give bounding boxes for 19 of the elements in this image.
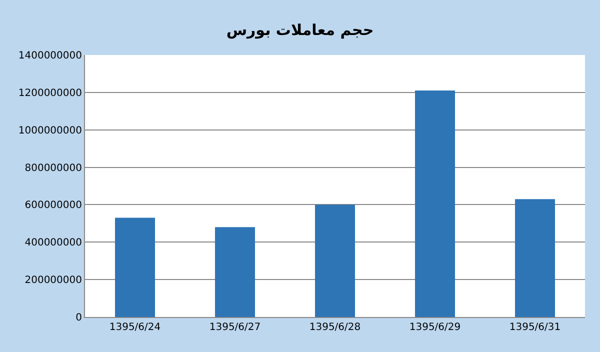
x-tick-label: 1395/6/29 bbox=[409, 322, 461, 333]
x-tick-label: 1395/6/28 bbox=[309, 322, 361, 333]
y-tick-label: 1000000000 bbox=[18, 125, 82, 136]
y-tick-label: 600000000 bbox=[24, 200, 82, 212]
bar bbox=[215, 227, 255, 317]
x-tick-label: 1395/6/24 bbox=[109, 322, 161, 333]
y-tick-label: 400000000 bbox=[24, 238, 82, 249]
x-tick-label: 1395/6/31 bbox=[509, 322, 561, 333]
y-tick-label: 0 bbox=[76, 312, 82, 324]
bar bbox=[415, 90, 455, 317]
bar bbox=[515, 199, 555, 317]
x-tick-label: 1395/6/27 bbox=[209, 322, 261, 333]
bar bbox=[315, 204, 355, 317]
y-tick-label: 200000000 bbox=[24, 275, 82, 286]
y-tick-label: 1200000000 bbox=[18, 88, 82, 99]
chart-title: حجم معاملات بورس bbox=[226, 21, 374, 40]
y-tick-label: 1400000000 bbox=[18, 50, 82, 62]
bar bbox=[115, 218, 155, 317]
y-tick-label: 800000000 bbox=[24, 162, 82, 174]
